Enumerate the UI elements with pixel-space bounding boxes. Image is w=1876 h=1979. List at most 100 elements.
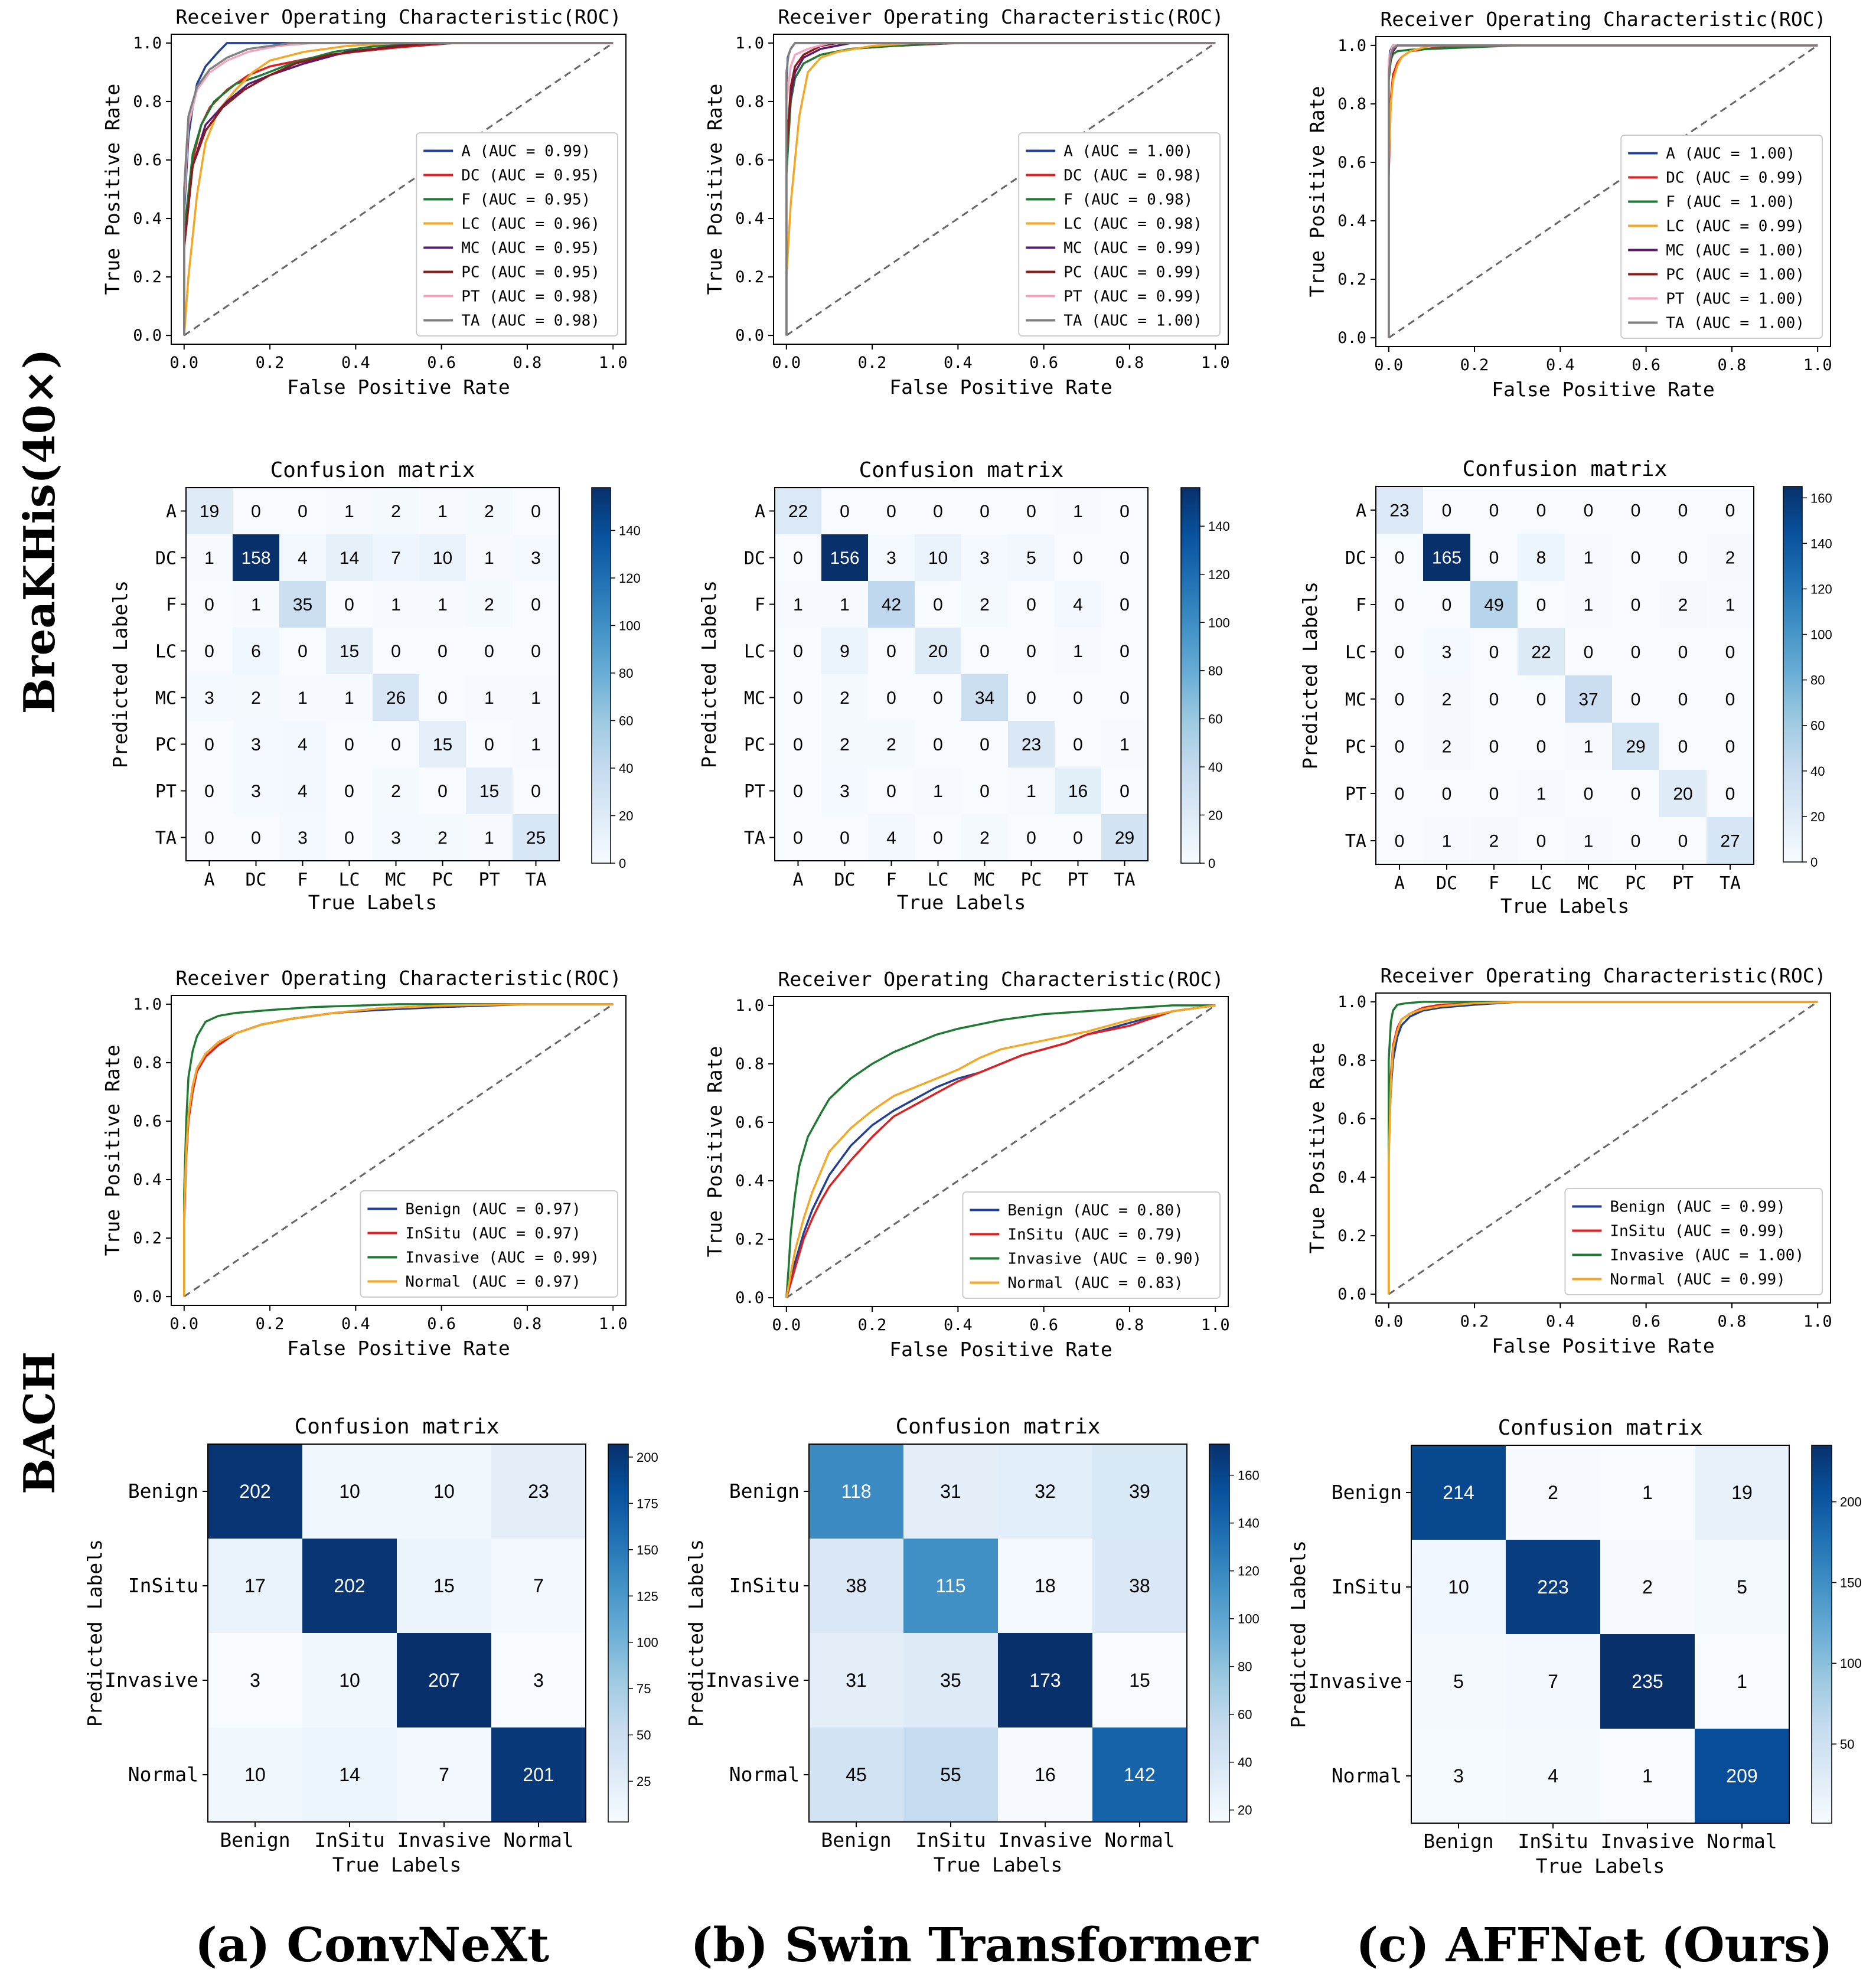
cm-cell-value: 0	[1584, 643, 1594, 662]
cm-cell	[1055, 534, 1101, 581]
caption-swin-transformer: (b) Swin Transformer	[690, 1917, 1258, 1973]
x-tick-label: PC	[1625, 873, 1646, 894]
x-tick-label: 0.6	[427, 1315, 456, 1333]
cm-cell	[961, 721, 1008, 768]
cm-border	[207, 1444, 586, 1823]
cm-cell-value: 0	[1026, 642, 1036, 661]
x-tick-label: LC	[927, 870, 948, 890]
cm-cell-value: 0	[1120, 548, 1130, 568]
cm-cell-value: 1	[484, 548, 494, 568]
cm-cell	[915, 768, 961, 814]
legend-label-pc: PC (AUC = 0.95)	[461, 264, 600, 282]
y-axis-label: True Positive Rate	[1306, 86, 1329, 298]
cm-cell-value: 0	[1395, 596, 1405, 615]
y-tick-label: 0.4	[735, 1172, 764, 1190]
cm-cell-value: 0	[1120, 642, 1130, 661]
cm-cell	[775, 534, 821, 581]
cm-cell	[326, 488, 373, 534]
cm-cell	[419, 721, 466, 768]
cm-cell	[326, 674, 373, 721]
colorbar-tick-label: 50	[637, 1728, 651, 1743]
x-tick-label: Benign	[821, 1828, 891, 1851]
x-tick-label: InSitu	[314, 1828, 384, 1851]
cm-cell	[821, 534, 868, 581]
cm-cell-value: 1	[1642, 1765, 1653, 1787]
cm-cell	[1707, 534, 1754, 581]
x-tick-label: Invasive	[999, 1828, 1092, 1851]
cm-cell	[775, 581, 821, 628]
x-tick-label: Benign	[220, 1828, 290, 1851]
x-tick-label: Benign	[1423, 1830, 1493, 1853]
cm-cell	[1707, 723, 1754, 770]
cm-cell-value: 118	[841, 1481, 871, 1502]
y-tick-label: Benign	[1332, 1481, 1402, 1504]
cm-cell-value: 1	[1073, 502, 1083, 521]
cm-cell-value: 0	[886, 642, 896, 661]
x-tick-label: 0.4	[944, 1316, 973, 1334]
y-tick-label: 0.4	[1337, 212, 1366, 230]
y-tick-label: PC	[744, 735, 765, 756]
cm-cell-value: 1	[438, 595, 448, 615]
cm-cell-value: 0	[344, 828, 354, 848]
y-tick-label: 1.0	[1337, 993, 1366, 1011]
chance-diagonal	[785, 42, 1216, 337]
cm-cell	[1695, 1540, 1789, 1634]
y-tick-label: MC	[155, 688, 177, 709]
cm-cell	[1376, 675, 1423, 723]
cm-cell	[1707, 817, 1754, 864]
cm-cell	[1101, 534, 1148, 581]
y-tick-label: Invasive	[105, 1668, 198, 1691]
legend-label-f: F (AUC = 0.95)	[461, 191, 590, 209]
colorbar-tick-label: 60	[1238, 1707, 1252, 1722]
legend-label-mc: MC (AUC = 1.00)	[1666, 242, 1805, 260]
legend-label-f: F (AUC = 0.98)	[1063, 191, 1193, 209]
cm-cell-value: 0	[391, 735, 401, 755]
cm-cell	[233, 814, 279, 861]
roc-curve-lc	[785, 42, 1216, 336]
legend-label-dc: DC (AUC = 0.95)	[461, 167, 600, 185]
cm-cell	[1659, 534, 1707, 581]
y-tick-label: F	[755, 595, 765, 616]
cm-cell	[775, 488, 821, 534]
cm-cell-value: 10	[433, 548, 452, 568]
colorbar-tick-label: 40	[1238, 1755, 1252, 1770]
cm-cell-value: 0	[1536, 596, 1547, 615]
colorbar-tick-label: 150	[1840, 1575, 1862, 1590]
y-axis-label: Predicted Labels	[1287, 1540, 1310, 1728]
cm-cell-value: 1	[1073, 642, 1083, 661]
cm-cell-value: 23	[1389, 501, 1409, 521]
chance-diagonal	[785, 1004, 1216, 1299]
colorbar-tick-label: 25	[637, 1774, 651, 1789]
cm-cell	[302, 1539, 397, 1633]
cm-title: Confusion matrix	[896, 1415, 1101, 1439]
cm-cell	[1376, 534, 1423, 581]
cm-cell-value: 1	[1442, 832, 1452, 851]
cm-cell-value: 0	[1678, 737, 1688, 757]
colorbar-tick-label: 140	[1810, 536, 1832, 551]
cm-cell	[397, 1444, 491, 1539]
cm-cell-value: 165	[1432, 548, 1461, 568]
cm-cell-value: 31	[846, 1670, 867, 1691]
cm-cell-value: 3	[298, 828, 308, 848]
y-tick-label: 0.6	[735, 1113, 764, 1132]
cm-cell-value: 5	[1453, 1671, 1464, 1692]
cm-cell-value: 214	[1443, 1482, 1474, 1503]
colorbar-tick-label: 60	[1208, 711, 1222, 726]
cm-cell	[1008, 534, 1055, 581]
cm-cell	[1470, 675, 1518, 723]
x-tick-label: 0.2	[256, 1315, 285, 1333]
cm-cell	[868, 534, 915, 581]
cm-cell-value: 10	[339, 1670, 360, 1691]
chance-diagonal	[1388, 44, 1819, 339]
cm-cell-value: 201	[523, 1764, 554, 1785]
cm-cell	[373, 721, 419, 768]
cm-cell-value: 25	[526, 828, 546, 848]
legend-label-pc: PC (AUC = 0.99)	[1063, 264, 1202, 282]
cm-cell-value: 0	[933, 828, 943, 848]
y-tick-label: 0.2	[1337, 270, 1366, 289]
cm-cell	[868, 628, 915, 674]
x-tick-label: A	[204, 870, 214, 890]
y-axis-label: Predicted Labels	[109, 580, 132, 768]
colorbar-tick-label: 140	[1208, 519, 1230, 534]
caption-affnet: (c) AFFNet (Ours)	[1356, 1917, 1833, 1973]
